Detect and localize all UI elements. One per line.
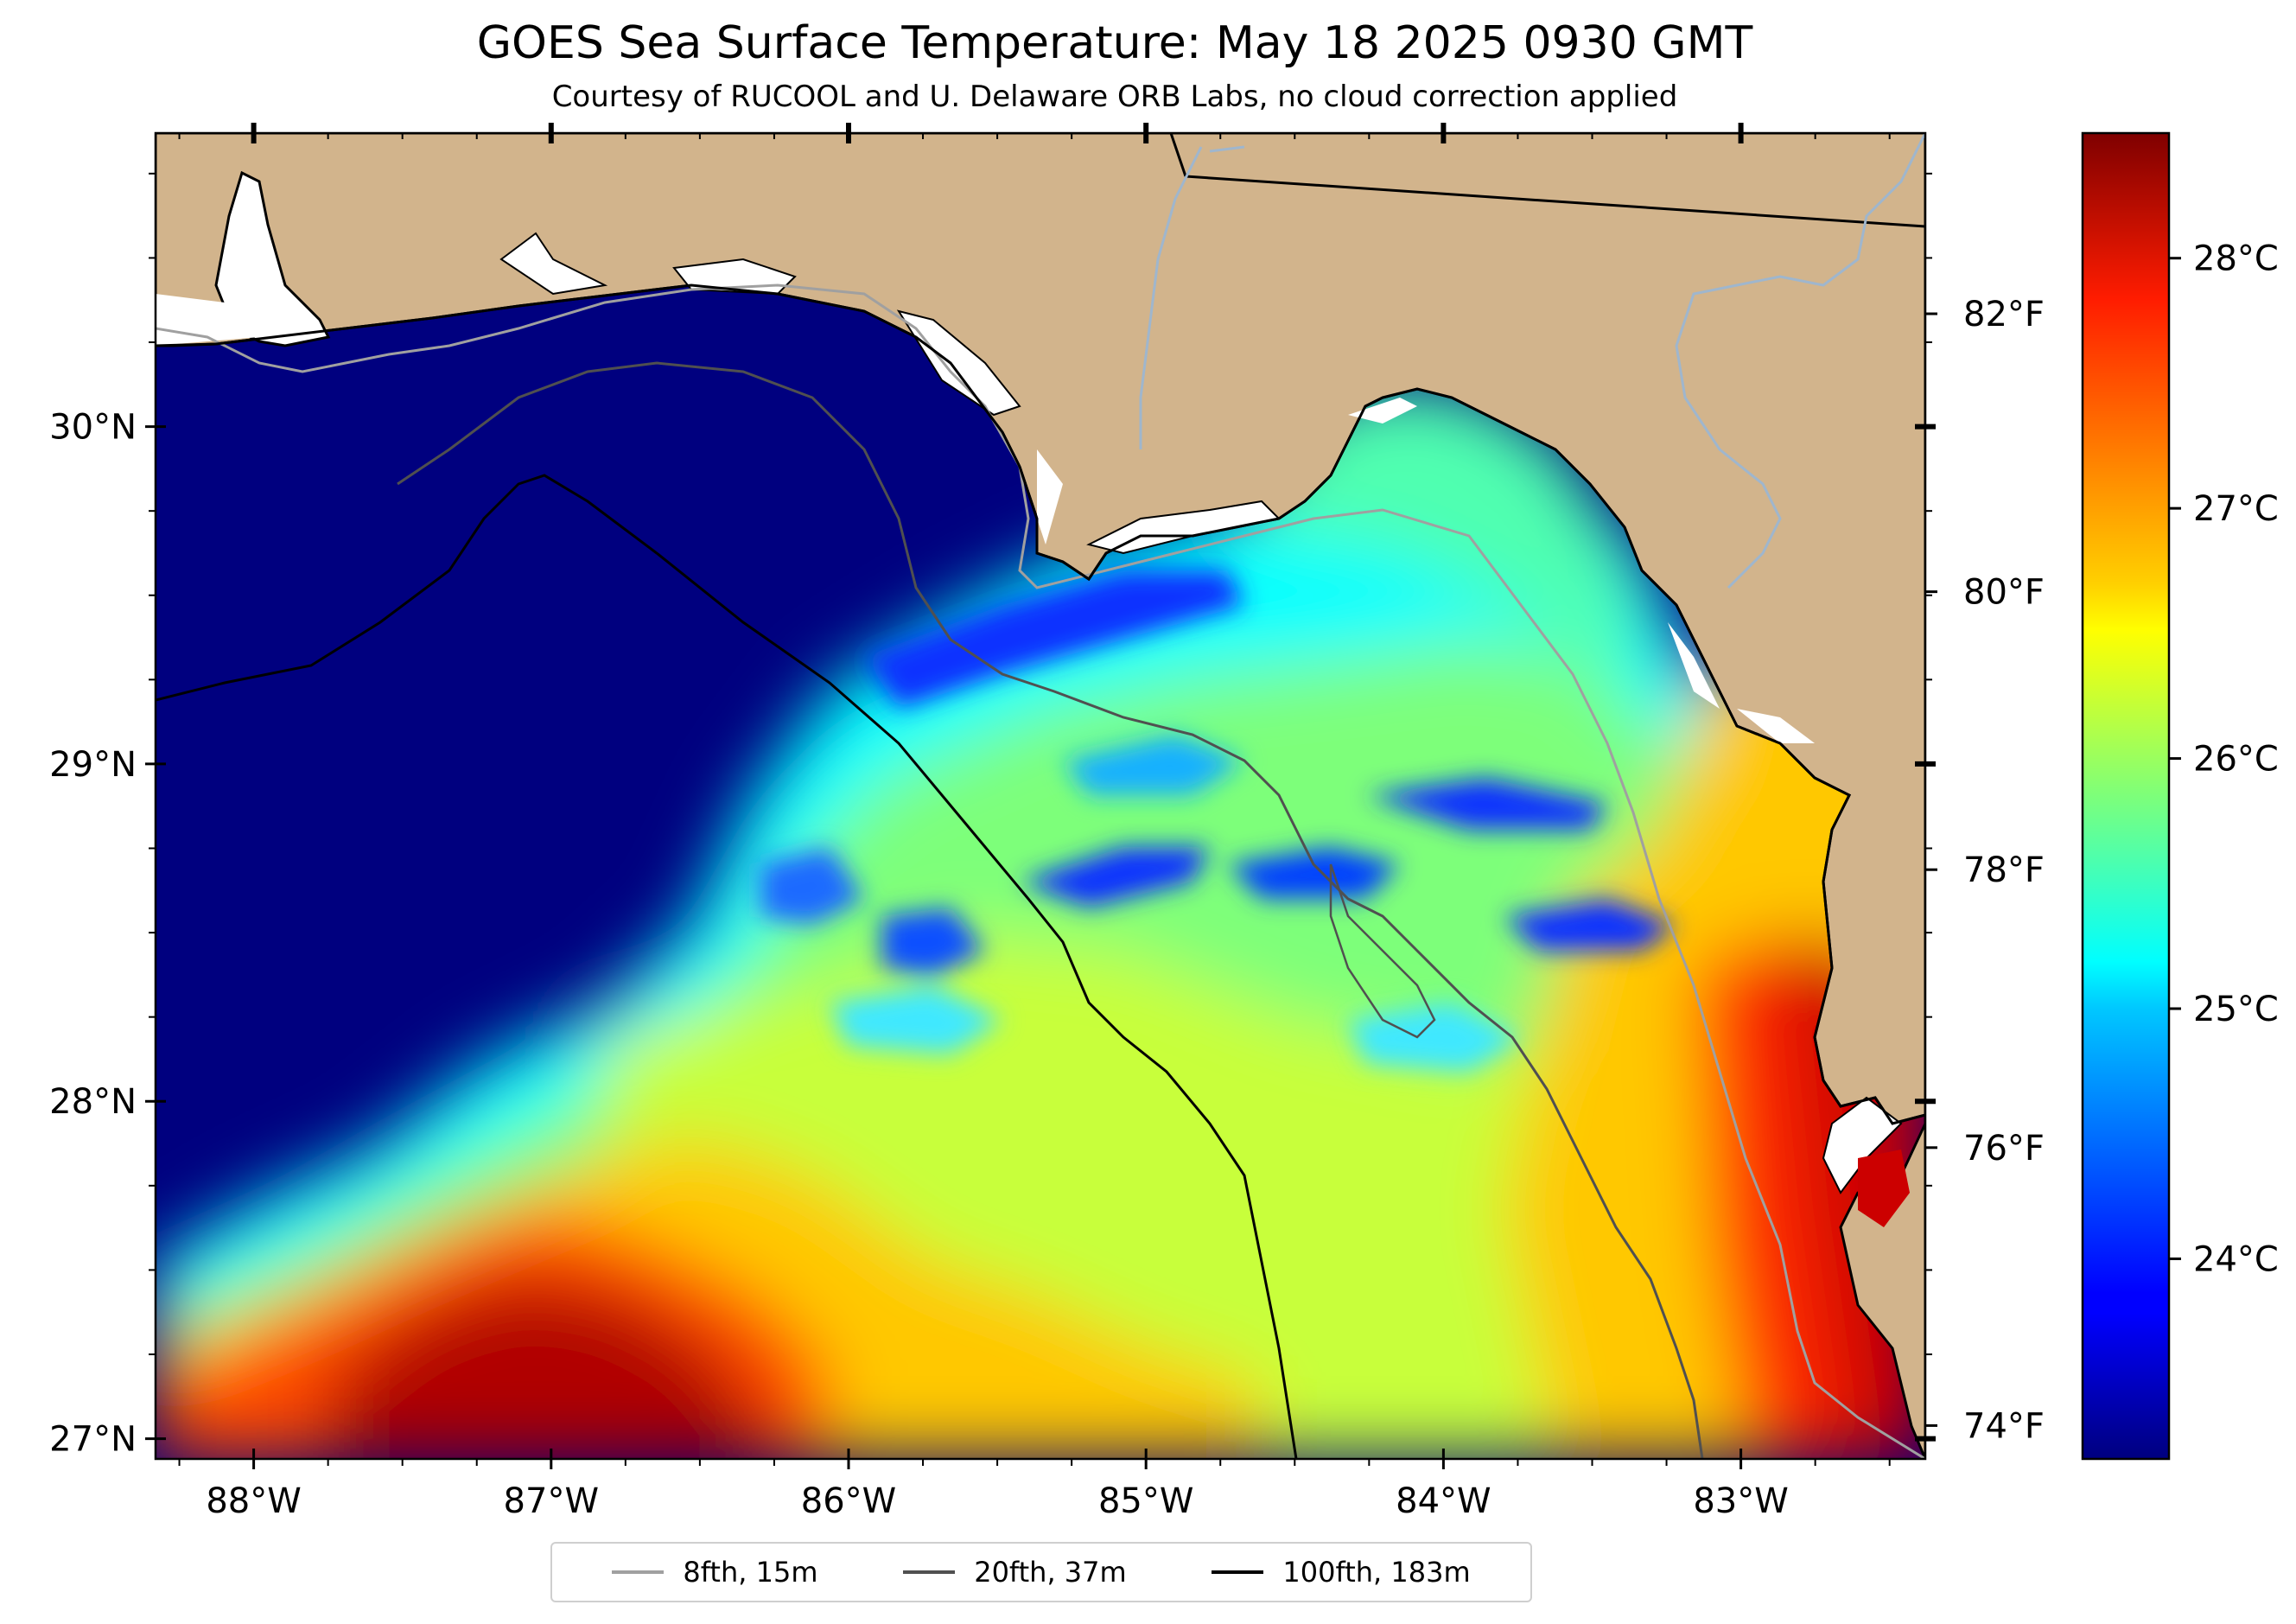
legend-item-8fth: 8fth, 15m [612,1556,817,1589]
legend-label-20fth: 20fth, 37m [974,1556,1127,1589]
legend-swatch-100fth [1212,1570,1264,1574]
cloud-mask-cape [1037,449,1063,545]
lon-tick-label: 87°W [504,1481,599,1521]
contour-legend: 8fth, 15m 20fth, 37m 100fth, 183m [550,1542,1532,1602]
plot-frame [154,131,1927,1461]
fahrenheit-tick-label: 80°F [1963,573,2045,613]
cloud-mask-east [1668,622,1720,709]
state-border [1185,175,1925,228]
cloud-mask-bay-2 [896,309,1021,417]
legend-swatch-20fth [903,1570,956,1574]
celsius-tick-label: 28°C [2193,239,2279,279]
rivers [1139,133,1925,589]
lon-tick-label: 88°W [206,1481,301,1521]
lon-ticks: 88°W 87°W 86°W 85°W 84°W 83°W [178,123,1891,1521]
colorbar-ticks: 24°C 25°C 26°C 27°C 28°C [2169,239,2279,1279]
tampa-bay-water [1858,1150,1910,1227]
cloud-mask-spit [499,232,608,296]
coastline [156,283,1925,1125]
map-plot-area [156,133,1925,1459]
celsius-tick-label: 27°C [2193,489,2279,529]
lon-tick-label: 86°W [801,1481,896,1521]
cloud-mask-bigbend-2 [1348,398,1417,424]
contour-20fth [397,361,1704,1459]
lat-tick-label: 27°N [49,1420,137,1460]
lon-tick-label: 84°W [1396,1481,1491,1521]
contour-100fth [156,474,1298,1459]
lat-tick-label: 29°N [49,745,137,785]
lat-ticks: 27°N 28°N 29°N 30°N 74°F 76°F 78°F 80°F 82°F [49,172,2045,1460]
cloud-mask-bigbend [1086,500,1282,555]
contour-20fth-island [1329,863,1436,1039]
fahrenheit-tick-label: 76°F [1963,1129,2045,1169]
lat-tick-label: 28°N [49,1082,137,1122]
celsius-tick-label: 26°C [2193,740,2279,780]
lon-tick-label: 83°W [1693,1481,1788,1521]
map-title: GOES Sea Surface Temperature: May 18 202… [476,17,1753,69]
legend-label-100fth: 100fth, 183m [1282,1556,1471,1589]
cloud-mask-east-2 [1737,709,1815,743]
legend-label-8fth: 8fth, 15m [683,1556,818,1589]
sst-field [156,380,1925,1459]
colorbar [2081,131,2171,1461]
lat-tick-label: 30°N [49,408,137,448]
legend-item-100fth: 100fth, 183m [1212,1556,1471,1589]
map-subtitle: Courtesy of RUCOOL and U. Delaware ORB L… [551,80,1678,114]
legend-item-20fth: 20fth, 37m [903,1556,1127,1589]
state-border-2 [1169,133,1187,177]
fahrenheit-tick-label: 82°F [1963,295,2045,334]
celsius-tick-label: 25°C [2193,990,2279,1029]
lon-tick-label: 85°W [1098,1481,1193,1521]
sst-cold-streaks [760,570,1676,1072]
contour-8fth [156,283,1925,1459]
isobaths [156,283,1925,1459]
legend-swatch-8fth [612,1570,665,1574]
fahrenheit-tick-label: 78°F [1963,850,2045,890]
fahrenheit-tick-label: 74°F [1963,1406,2045,1446]
celsius-tick-label: 24°C [2193,1239,2279,1279]
